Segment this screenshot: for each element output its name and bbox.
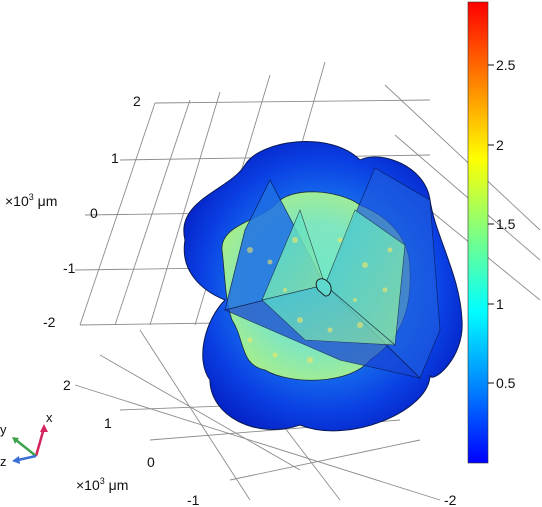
triad-y-label: y <box>0 422 7 437</box>
sectioned-geometry <box>183 141 463 432</box>
triad-y-arrowhead <box>12 437 19 444</box>
center-feature <box>315 278 332 297</box>
colorbar-tick-0-5: 0.5 <box>496 375 516 391</box>
tick-depth-neg1: -1 <box>187 492 200 507</box>
colorbar-gradient <box>467 1 489 464</box>
unit-label-vertical: ×103 μm <box>5 192 57 209</box>
unit-label-depth: ×103 μm <box>76 476 128 493</box>
colorbar-tick-1: 1 <box>496 296 504 312</box>
triad-z-arrow <box>17 454 37 462</box>
colorbar-tick-2-5: 2.5 <box>496 57 516 73</box>
triad-y-arrow <box>15 439 37 457</box>
tick-vertical-1: 1 <box>111 150 119 166</box>
tick-depth-0: 0 <box>147 454 155 470</box>
tick-vertical-0: 0 <box>90 205 98 221</box>
tick-vertical-2: 2 <box>133 93 141 109</box>
triad-x-label: x <box>46 410 53 425</box>
axis-triad: x y z <box>0 410 53 469</box>
tick-depth-1: 1 <box>104 415 112 431</box>
triad-x-arrowhead <box>40 424 48 432</box>
triad-z-label: z <box>0 454 7 469</box>
tick-vertical-neg1: -1 <box>63 260 76 276</box>
tick-depth-2: 2 <box>63 377 71 393</box>
triad-z-arrowhead <box>12 456 20 464</box>
colorbar-tick-1-5: 1.5 <box>496 216 516 232</box>
interior-face-c <box>261 284 396 346</box>
colorbar-tick-2: 2 <box>496 137 504 153</box>
triad-x-arrow <box>34 427 46 457</box>
tick-horizontal-neg2: -2 <box>444 492 457 507</box>
tick-vertical-neg2: -2 <box>43 314 56 330</box>
colorbar: 2.5 2 1.5 1 0.5 <box>467 1 516 464</box>
field-speckle <box>247 237 393 363</box>
